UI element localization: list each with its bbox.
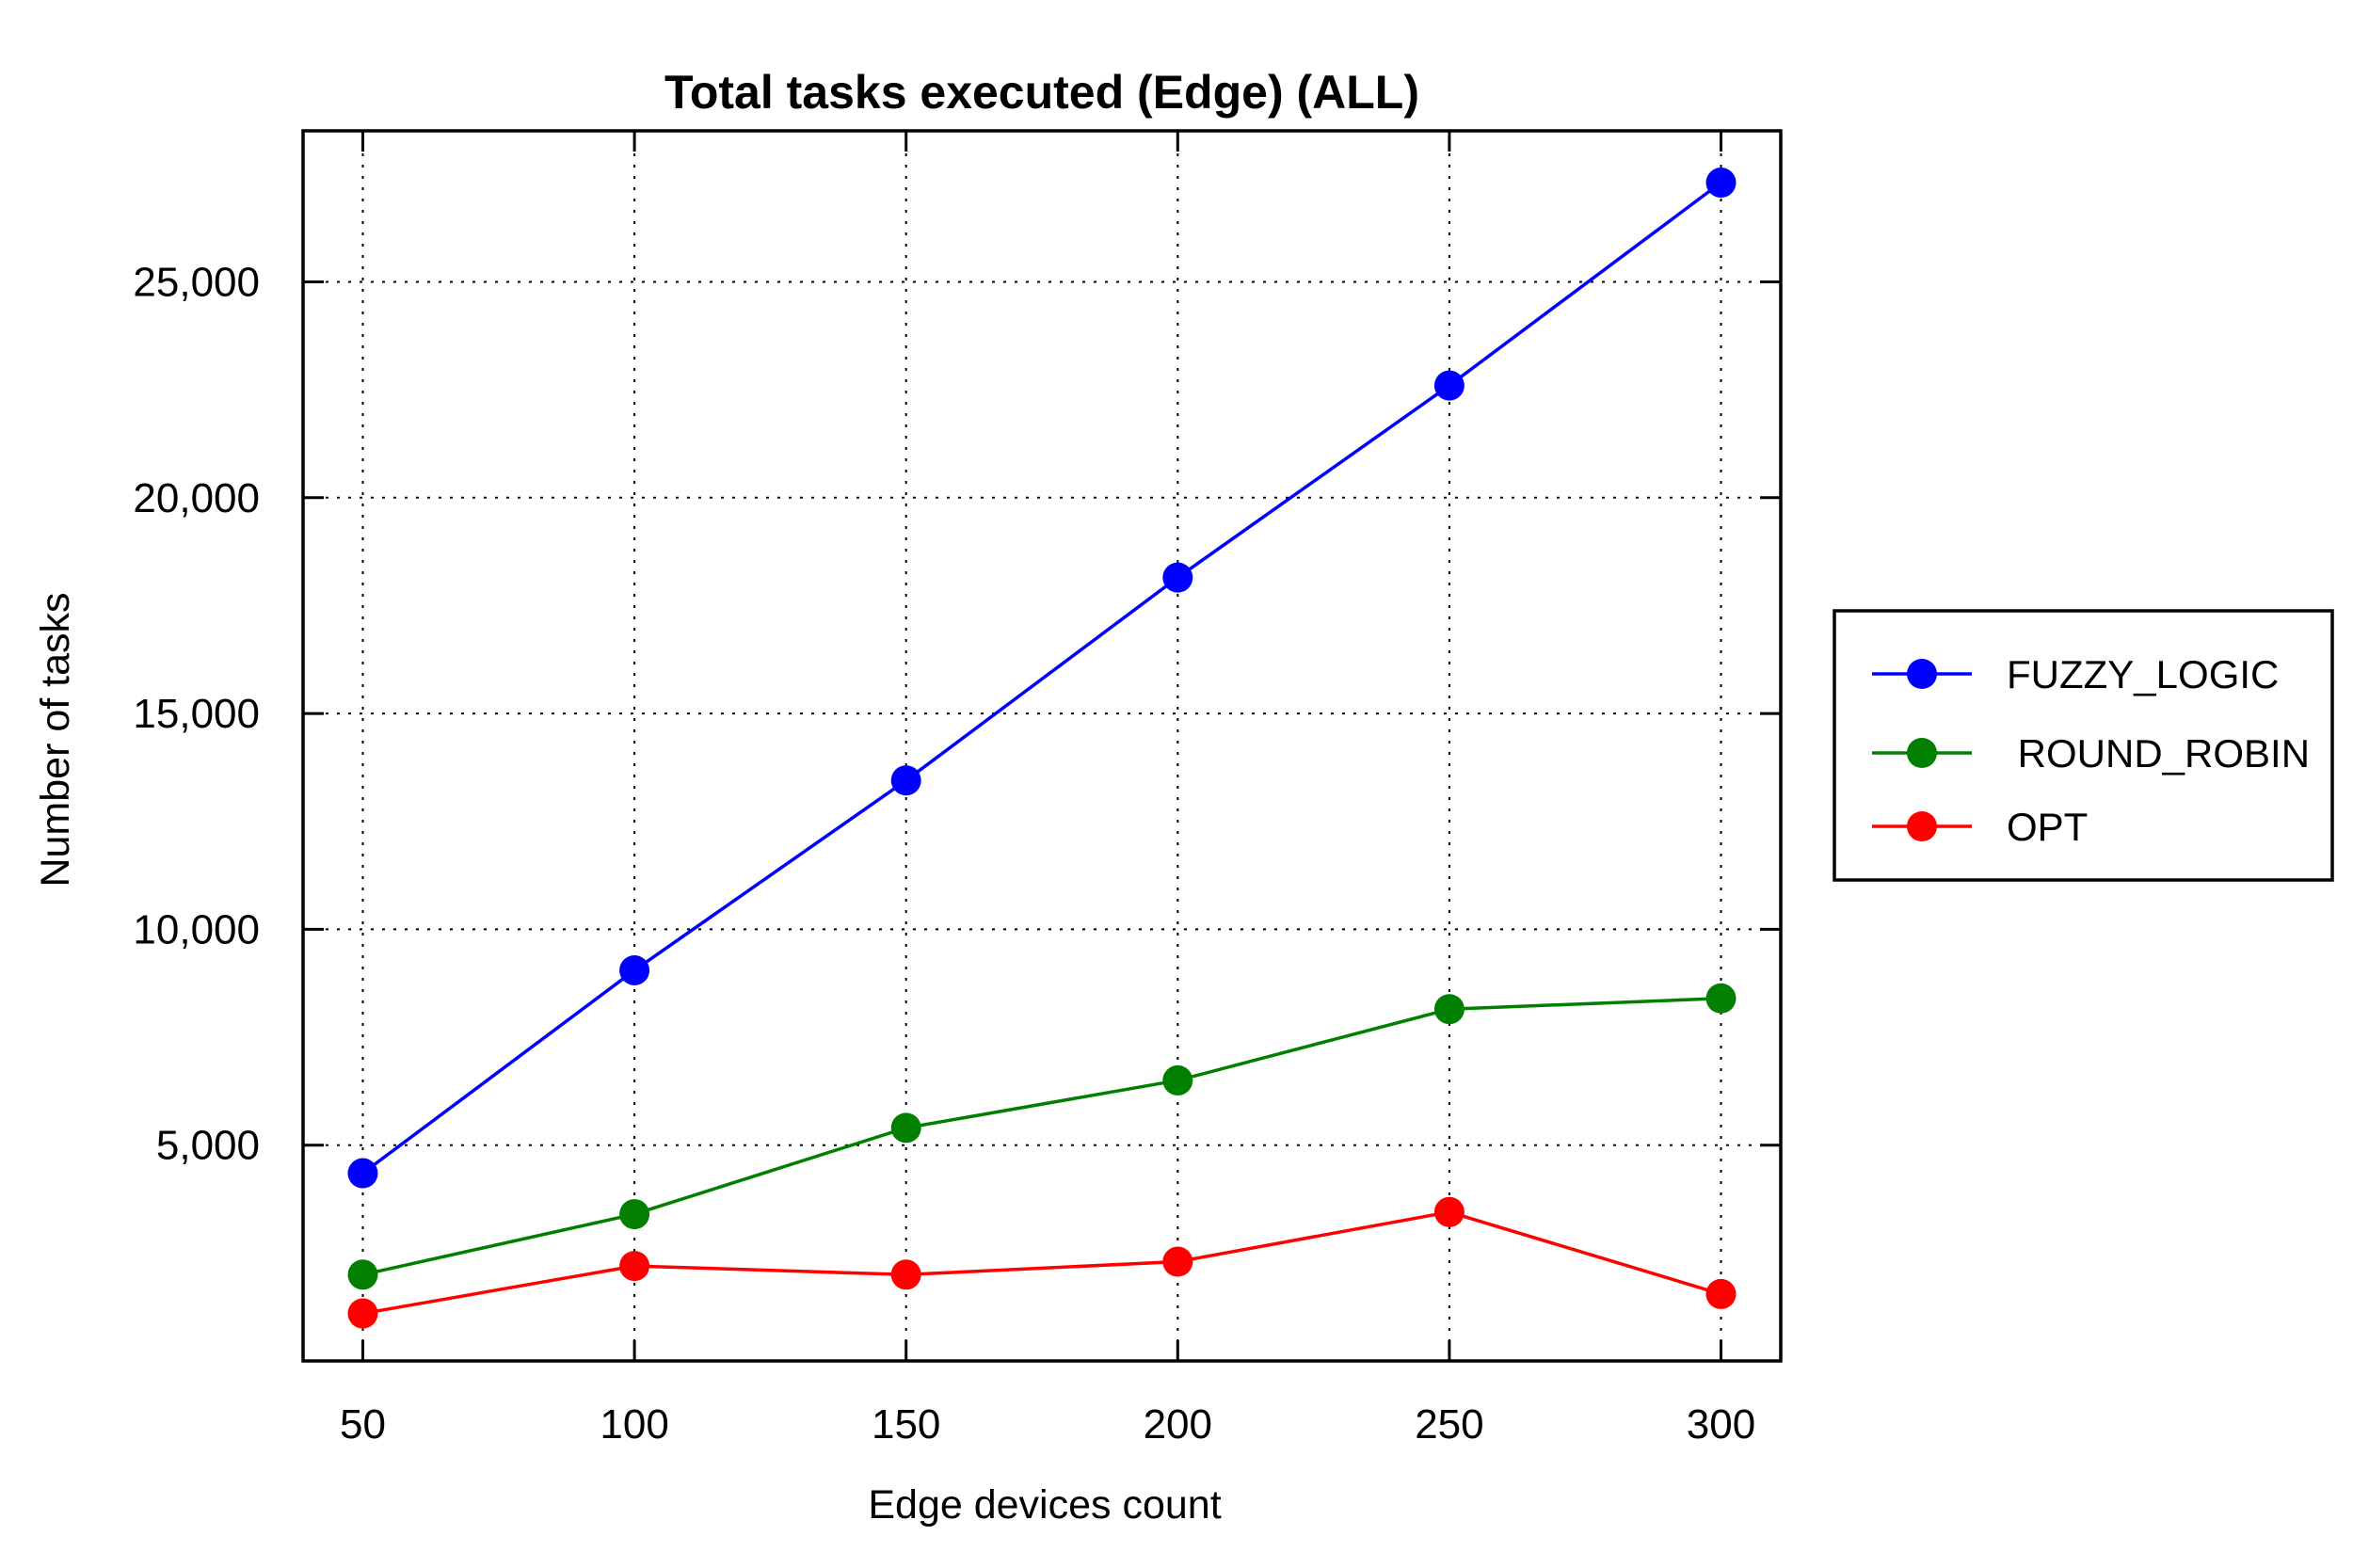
data-point (347, 1259, 378, 1290)
data-point (890, 1112, 921, 1144)
x-tick-label: 200 (1144, 1401, 1212, 1448)
data-point (347, 1298, 378, 1329)
data-point (1162, 1246, 1193, 1277)
legend-item: ROUND_ROBIN (1872, 731, 2310, 776)
data-point (1433, 1196, 1465, 1227)
series-line (362, 997, 1721, 1276)
legend-marker (1907, 659, 1937, 689)
legend-marker (1907, 738, 1937, 768)
data-point (1705, 1278, 1737, 1309)
y-tick-label: 15,000 (133, 691, 260, 737)
series-fuzzy-logic (347, 168, 1737, 1189)
y-tick-label: 25,000 (133, 260, 260, 306)
data-point (1433, 370, 1465, 401)
x-axis-title: Edge devices count (868, 1482, 1221, 1528)
series-line (361, 181, 1722, 1175)
legend-label: FUZZY_LOGIC (2007, 652, 2279, 696)
legend-item: FUZZY_LOGIC (1872, 652, 2279, 696)
x-tick-label: 150 (872, 1401, 940, 1448)
legend-item: OPT (1872, 805, 2088, 849)
x-tick-label: 100 (600, 1401, 668, 1448)
x-tick-label: 300 (1687, 1401, 1755, 1448)
x-tick-label: 50 (340, 1401, 386, 1448)
chart-title: Total tasks executed (Edge) (ALL) (664, 66, 1419, 119)
data-point (890, 765, 921, 796)
y-tick-label: 20,000 (133, 475, 260, 521)
series-round-robin (347, 983, 1737, 1290)
data-point (1433, 994, 1465, 1025)
y-tick-label: 10,000 (133, 906, 260, 952)
data-point (619, 1251, 650, 1282)
legend-marker (1907, 811, 1937, 841)
x-tick-label: 250 (1415, 1401, 1483, 1448)
y-tick-label: 5,000 (156, 1123, 260, 1169)
series-line (362, 1209, 1722, 1316)
data-point (619, 954, 650, 985)
data-point (1162, 1064, 1193, 1096)
data-point (1705, 983, 1737, 1014)
axis-ticks (303, 131, 1781, 1361)
series-opt (347, 1196, 1737, 1329)
plot-frame (301, 129, 1783, 1363)
data-point (347, 1158, 378, 1189)
y-axis-title: Number of tasks (33, 592, 78, 887)
legend-label: OPT (2007, 805, 2088, 849)
legend: FUZZY_LOGIC ROUND_ROBIN OPT (1833, 609, 2334, 882)
data-point (1162, 562, 1193, 593)
data-point (1705, 168, 1737, 199)
series-layer (347, 168, 1737, 1329)
gridlines (303, 131, 1781, 1361)
legend-label: ROUND_ROBIN (2007, 731, 2310, 776)
data-point (619, 1199, 650, 1230)
data-point (890, 1259, 921, 1290)
